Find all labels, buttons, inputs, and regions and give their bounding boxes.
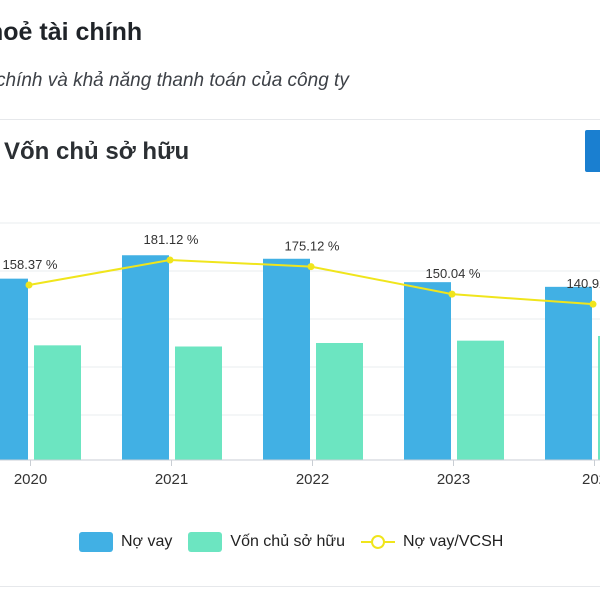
bar-debt[interactable] xyxy=(263,258,310,460)
legend: Nợ vay Vốn chủ sở hữu Nợ vay/VCSH xyxy=(79,530,519,554)
ratio-data-label: 150.04 % xyxy=(426,266,481,281)
bar-debt[interactable] xyxy=(0,278,28,460)
ratio-point[interactable] xyxy=(166,256,174,264)
bar-equity[interactable] xyxy=(598,335,600,460)
ratio-data-label: 181.12 % xyxy=(144,232,199,247)
x-tick-label: 2023 xyxy=(437,471,470,488)
ratio-data-label: 175.12 % xyxy=(285,239,340,254)
legend-item-equity[interactable]: Vốn chủ sở hữu xyxy=(188,532,345,552)
bar-equity[interactable] xyxy=(34,345,81,460)
x-tick-label: 2022 xyxy=(296,471,329,488)
data-labels: 158.37 % 181.12 % 175.12 % 150.04 % 140.92 % xyxy=(3,232,600,291)
bar-equity[interactable] xyxy=(175,346,222,460)
bar-debt[interactable] xyxy=(122,255,169,460)
x-tick-label: 2021 xyxy=(155,471,188,488)
ratio-point[interactable] xyxy=(307,263,315,271)
x-axis: 2020 2021 2022 2023 202 xyxy=(0,459,600,488)
legend-label-equity: Vốn chủ sở hữu xyxy=(230,533,345,550)
chart-card-title: a Vốn chủ sở hữu xyxy=(0,138,190,165)
ratio-point[interactable] xyxy=(25,281,33,289)
ratio-point[interactable] xyxy=(589,300,597,308)
legend-label-ratio: Nợ vay/VCSH xyxy=(403,533,504,550)
bar-debt[interactable] xyxy=(545,286,592,460)
chart-action-button[interactable] xyxy=(585,130,600,172)
bar-equity[interactable] xyxy=(457,340,504,460)
bars xyxy=(0,255,600,460)
legend-swatch-ratio xyxy=(361,535,395,549)
page-title: hoẻ tài chính xyxy=(0,18,143,46)
ratio-point[interactable] xyxy=(448,290,456,298)
legend-item-debt[interactable]: Nợ vay xyxy=(79,532,172,552)
ratio-data-label: 140.92 % xyxy=(567,276,600,291)
legend-swatch-debt xyxy=(79,532,113,552)
ratio-line xyxy=(25,256,597,308)
legend-label-debt: Nợ vay xyxy=(121,533,173,550)
ratio-data-label: 158.37 % xyxy=(3,257,58,272)
x-tick-label: 2020 xyxy=(14,471,47,488)
legend-swatch-equity xyxy=(188,532,223,552)
page-subtitle: chính và khả năng thanh toán của công ty xyxy=(0,70,349,91)
bar-debt[interactable] xyxy=(404,282,451,460)
x-tick-label: 202 xyxy=(582,471,600,488)
bar-equity[interactable] xyxy=(316,343,363,460)
legend-item-ratio[interactable]: Nợ vay/VCSH xyxy=(361,532,503,552)
